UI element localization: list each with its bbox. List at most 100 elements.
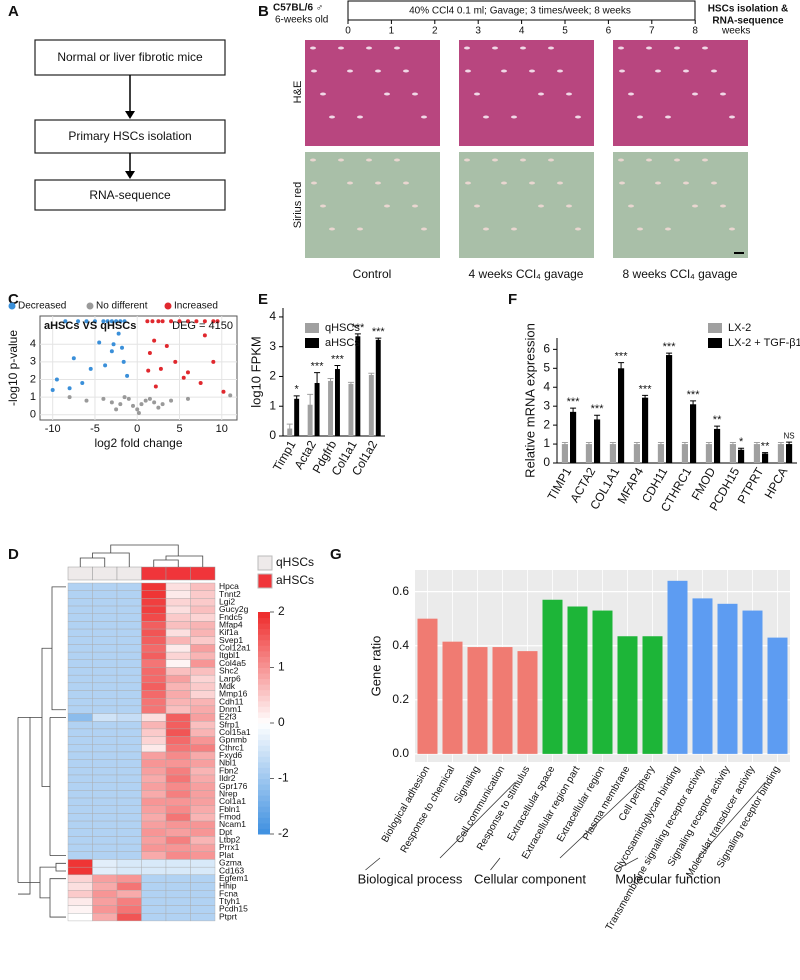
legend-swatch <box>708 323 722 333</box>
heat-cell <box>67 690 93 699</box>
vessel <box>412 92 418 96</box>
heat-cell <box>92 866 118 876</box>
row-label: Fmod <box>219 811 241 821</box>
heat-cell <box>116 782 142 791</box>
error-bar <box>657 442 664 446</box>
heat-cell <box>165 628 191 637</box>
legend-swatch <box>305 338 319 348</box>
point <box>169 398 174 403</box>
error-bar <box>570 407 577 416</box>
he-image <box>613 40 748 146</box>
bar <box>355 336 361 436</box>
color-scale <box>258 761 270 768</box>
heat-cell <box>92 897 118 906</box>
heat-cell <box>190 897 216 906</box>
legend-label: Increased <box>174 301 218 312</box>
vessel <box>646 158 652 162</box>
point <box>50 388 55 393</box>
error-bar <box>753 442 760 446</box>
heat-cell <box>141 882 167 891</box>
heat-cell <box>116 667 142 676</box>
point <box>152 400 157 405</box>
vessel <box>702 46 708 50</box>
error-bar <box>334 364 341 373</box>
heat-cell <box>116 590 142 599</box>
panel-label: B <box>258 3 269 20</box>
heat-cell <box>141 790 167 799</box>
y-tick-label: 0.0 <box>392 746 409 760</box>
heat-cell <box>67 820 93 829</box>
heat-cell <box>165 828 191 837</box>
heat-cell <box>190 913 216 922</box>
vessel <box>474 204 480 208</box>
heat-cell <box>116 644 142 653</box>
heat-cell <box>67 843 93 852</box>
vessel <box>492 46 498 50</box>
x-tick-label: Timp1 <box>270 438 299 474</box>
heat-cell <box>190 651 216 660</box>
point <box>118 402 123 407</box>
heat-cell <box>67 667 93 676</box>
y-tick-label: 6 <box>543 342 550 356</box>
heat-cell <box>92 636 118 645</box>
legend-marker <box>86 302 94 310</box>
vessel <box>464 158 470 162</box>
color-scale <box>258 739 270 746</box>
error-bar <box>561 442 568 446</box>
vessel <box>403 181 409 185</box>
heat-cell <box>165 767 191 776</box>
heat-cell <box>116 913 142 922</box>
heat-cell <box>190 751 216 760</box>
heat-cell <box>165 774 191 783</box>
legend-swatch <box>257 573 273 589</box>
heat-cell <box>116 866 142 876</box>
heat-cell <box>92 836 118 845</box>
heat-cell <box>190 767 216 776</box>
heat-cell <box>116 759 142 768</box>
color-scale <box>258 695 270 702</box>
heat-cell <box>165 713 191 722</box>
error-bar <box>690 400 697 408</box>
heat-cell <box>141 705 167 714</box>
y-axis-label: log10 FPKM <box>248 336 263 408</box>
error-bar <box>307 393 314 416</box>
vessel <box>665 227 671 231</box>
heat-cell <box>141 698 167 707</box>
heat-cell <box>165 782 191 791</box>
error-bar <box>347 381 354 386</box>
vessel <box>655 181 661 185</box>
point <box>97 340 102 345</box>
x-tick-label: 10 <box>216 423 228 435</box>
heat-cell <box>190 605 216 614</box>
bar <box>294 398 300 436</box>
y-axis-label: Relative mRNA expression <box>522 323 537 478</box>
heat-cell <box>165 728 191 737</box>
point <box>146 368 151 373</box>
heat-cell <box>141 721 167 730</box>
color-scale <box>258 717 270 724</box>
vessel <box>618 46 624 50</box>
heat-cell <box>92 590 118 599</box>
endpoint: RNA-sequence <box>712 16 784 27</box>
significance: * <box>739 436 744 448</box>
heat-cell <box>165 813 191 822</box>
vessel <box>538 92 544 96</box>
step: Normal or liver fibrotic mice <box>57 50 203 64</box>
point <box>169 319 174 324</box>
color-scale <box>258 789 270 796</box>
heat-cell <box>190 682 216 691</box>
heat-cell <box>141 859 167 868</box>
heat-cell <box>165 859 191 868</box>
scale-label: 0 <box>278 715 285 729</box>
heat-cell <box>141 782 167 791</box>
heat-cell <box>67 859 93 868</box>
color-scale <box>258 784 270 791</box>
heat-cell <box>190 721 216 730</box>
color-scale <box>258 656 270 663</box>
panel-label: A <box>8 3 19 20</box>
heat-cell <box>67 882 93 891</box>
vessel <box>492 158 498 162</box>
heat-cell <box>67 828 93 837</box>
row-label: Sfrp1 <box>219 719 240 729</box>
point <box>88 366 93 371</box>
